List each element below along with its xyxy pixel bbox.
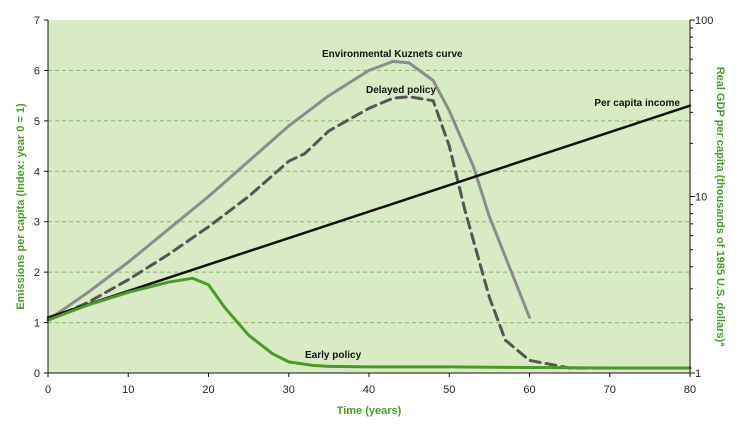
x-tick-label: 0	[45, 384, 51, 396]
y-tick-label: 5	[34, 116, 40, 128]
y-tick-label: 7	[34, 15, 40, 27]
x-tick-label: 80	[684, 384, 696, 396]
annotations: Environmental Kuznets curve Delayed polic…	[305, 49, 680, 361]
y-tick-label: 0	[34, 368, 40, 380]
x-tick-label: 40	[363, 384, 375, 396]
annotation-environmental-kuznets-curve: Environmental Kuznets curve	[322, 49, 463, 60]
y-tick-label: 2	[34, 267, 40, 279]
y2-tick-label: 1	[695, 368, 701, 380]
series-line-per-capita-income	[46, 104, 692, 319]
x-tick-label: 30	[283, 384, 295, 396]
gridlines	[48, 69, 690, 324]
y-tick-label: 3	[34, 217, 40, 229]
axes: 0 10 20 30 40 50 60 70 80 0 1 2 3 4 5 6 7 1 10 100	[34, 15, 713, 396]
x-tick-label: 20	[202, 384, 214, 396]
x-tick-label: 50	[443, 384, 455, 396]
y-tick-label: 4	[34, 166, 40, 178]
annotation-per-capita-income: Per capita income	[594, 98, 680, 109]
annotation-early-policy: Early policy	[305, 350, 362, 361]
x-tick-label: 70	[604, 384, 616, 396]
y-tick-label: 6	[34, 65, 40, 77]
y2-tick-label: 10	[695, 192, 707, 204]
plot-area	[48, 20, 690, 373]
x-tick-label: 60	[523, 384, 535, 396]
series-line-early-policy	[46, 276, 692, 370]
y-axis-title: Emissions per capita (Index: year 0 = 1)	[15, 103, 27, 310]
series-line-delayed-policy	[46, 95, 692, 370]
series-line-environmental-kuznets-curve	[46, 59, 531, 322]
series-layer	[46, 59, 692, 370]
y2-axis-title: Real GDP per capita (thousands of 1985 U…	[714, 67, 726, 347]
y-tick-label: 1	[34, 318, 40, 330]
annotation-delayed-policy: Delayed policy	[366, 85, 436, 96]
x-tick-label: 10	[122, 384, 134, 396]
x-axis-title: Time (years)	[337, 405, 402, 417]
y2-tick-label: 100	[695, 15, 713, 27]
